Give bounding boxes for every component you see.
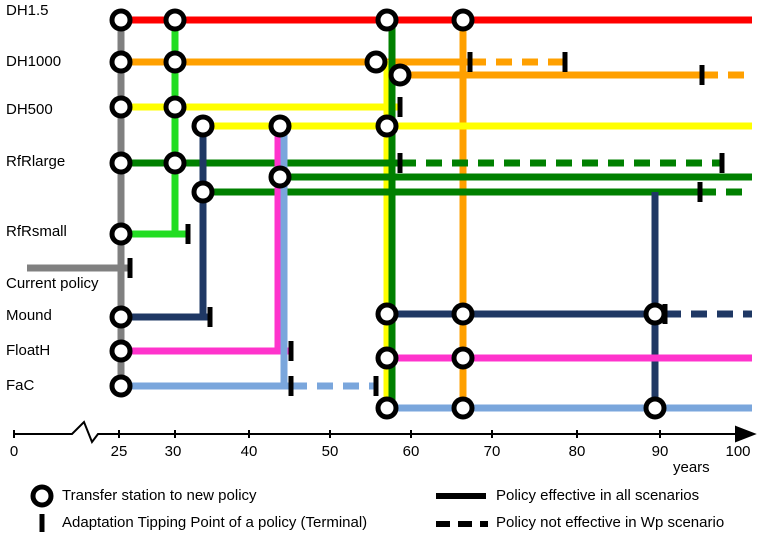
transfer-station (643, 396, 667, 420)
axis-tick-label: 100 (725, 443, 751, 460)
tipping-point-markers (127, 52, 725, 396)
legend-transfer-station-label: Transfer station to new policy (62, 487, 257, 504)
transfer-station (451, 8, 475, 32)
transfer-station (451, 396, 475, 420)
axis-tick-label: 25 (110, 443, 128, 460)
transfer-station (109, 8, 133, 32)
policy-label-dh500: DH500 (6, 101, 53, 118)
transfer-station (109, 50, 133, 74)
transfer-station (451, 346, 475, 370)
transfer-station (163, 95, 187, 119)
transfer-station (163, 8, 187, 32)
transfer-station (643, 302, 667, 326)
transfer-station (109, 151, 133, 175)
transfer-station (268, 114, 292, 138)
transfer-stations (109, 8, 667, 420)
legend-tipping-point-label: Adaptation Tipping Point of a policy (Te… (62, 514, 368, 531)
transfer-station (191, 114, 215, 138)
axis-tick-label: 40 (240, 443, 258, 460)
legend-not-effective-wp-label: Policy not effective in Wp scenario (496, 514, 725, 531)
legend-transfer-station-symbol (30, 484, 54, 508)
transfer-station (163, 50, 187, 74)
axis-tick-label: 30 (164, 443, 182, 460)
axis-arrowhead (735, 425, 757, 443)
transfer-station (191, 180, 215, 204)
transfer-station (268, 165, 292, 189)
axis-tick-label: 70 (483, 443, 501, 460)
transfer-station (109, 222, 133, 246)
policy-label-current: Current policy (6, 275, 99, 292)
policy-label-mound: Mound (6, 307, 52, 324)
transfer-station (375, 396, 399, 420)
transfer-station (364, 50, 388, 74)
transfer-station (109, 374, 133, 398)
legend-effective-all-label: Policy effective in all scenarios (496, 487, 700, 504)
axis-tick-label: 60 (402, 443, 420, 460)
transfer-station (109, 95, 133, 119)
axis-tick-label: 80 (568, 443, 586, 460)
transfer-station (163, 151, 187, 175)
policy-label-dh15: DH1.5 (6, 2, 49, 19)
policy-label-rfrsmall: RfRsmall (6, 223, 67, 240)
policy-label-dh1000: DH1000 (6, 53, 62, 70)
transfer-station (109, 305, 133, 329)
policy-label-fac: FaC (6, 377, 35, 394)
transfer-station (451, 302, 475, 326)
transfer-station (109, 339, 133, 363)
policy-label-floath: FloatH (6, 342, 51, 359)
transfer-station (375, 346, 399, 370)
transfer-station (375, 302, 399, 326)
policy-label-rfrlarge: RfRlarge (6, 153, 66, 170)
axis-tick-label: 0 (9, 443, 19, 460)
legend-symbols (30, 484, 488, 532)
time-axis (13, 420, 757, 445)
axis-tick-label: 50 (321, 443, 339, 460)
axis-tick-label: 90 (651, 443, 669, 460)
transfer-station (375, 114, 399, 138)
axis-unit-label: years (673, 459, 710, 476)
transfer-station (388, 63, 412, 87)
axis-line (14, 420, 738, 445)
transfer-station (375, 8, 399, 32)
